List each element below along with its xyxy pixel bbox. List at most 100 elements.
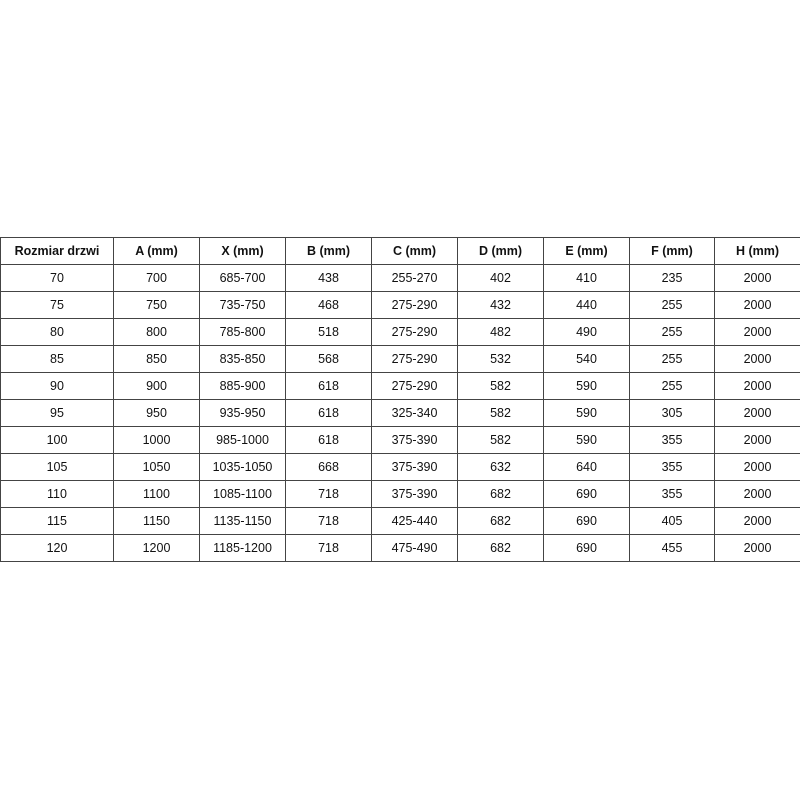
table-row: 105 1050 1035-1050 668 375-390 632 640 355 2000: [0, 453, 800, 481]
table-cell: 582: [457, 372, 544, 400]
table-cell: 70: [0, 264, 114, 292]
column-header: F (mm): [629, 237, 715, 265]
table-cell: 590: [543, 426, 630, 454]
column-header: D (mm): [457, 237, 544, 265]
table-cell: 275-290: [371, 372, 458, 400]
table-cell: 85: [0, 345, 114, 373]
table-cell: 632: [457, 453, 544, 481]
table-cell: 355: [629, 480, 715, 508]
table-cell: 1000: [113, 426, 200, 454]
table-cell: 618: [285, 372, 372, 400]
table-cell: 475-490: [371, 534, 458, 562]
table-cell: 355: [629, 426, 715, 454]
table-cell: 1185-1200: [199, 534, 286, 562]
column-header: A (mm): [113, 237, 200, 265]
table-row: 110 1100 1085-1100 718 375-390 682 690 355 2000: [0, 480, 800, 508]
table-cell: 468: [285, 291, 372, 319]
table-cell: 75: [0, 291, 114, 319]
column-header: H (mm): [714, 237, 800, 265]
table-cell: 80: [0, 318, 114, 346]
table-cell: 532: [457, 345, 544, 373]
table-cell: 1035-1050: [199, 453, 286, 481]
table-cell: 275-290: [371, 318, 458, 346]
table-row: 100 1000 985-1000 618 375-390 582 590 355 2000: [0, 426, 800, 454]
table-cell: 490: [543, 318, 630, 346]
column-header: X (mm): [199, 237, 286, 265]
table-cell: 90: [0, 372, 114, 400]
table-cell: 375-390: [371, 480, 458, 508]
table-cell: 255: [629, 291, 715, 319]
table-cell: 255: [629, 345, 715, 373]
table-cell: 482: [457, 318, 544, 346]
table-cell: 110: [0, 480, 114, 508]
table-cell: 95: [0, 399, 114, 427]
table-cell: 1085-1100: [199, 480, 286, 508]
table-row: 80 800 785-800 518 275-290 482 490 255 2000: [0, 318, 800, 346]
table-cell: 432: [457, 291, 544, 319]
table-cell: 355: [629, 453, 715, 481]
table-cell: 120: [0, 534, 114, 562]
table-cell: 690: [543, 534, 630, 562]
table-cell: 785-800: [199, 318, 286, 346]
table-cell: 935-950: [199, 399, 286, 427]
table-cell: 425-440: [371, 507, 458, 535]
table-cell: 618: [285, 426, 372, 454]
table-cell: 115: [0, 507, 114, 535]
table-body: 70 700 685-700 438 255-270 402 410 235 2000 75 750…: [0, 264, 800, 562]
table-cell: 590: [543, 372, 630, 400]
table-cell: 1150: [113, 507, 200, 535]
table-row: 95 950 935-950 618 325-340 582 590 305 2000: [0, 399, 800, 427]
table-cell: 690: [543, 507, 630, 535]
table-cell: 2000: [714, 318, 800, 346]
table-cell: 1050: [113, 453, 200, 481]
table-cell: 440: [543, 291, 630, 319]
table-cell: 275-290: [371, 345, 458, 373]
table-cell: 438: [285, 264, 372, 292]
table-cell: 682: [457, 534, 544, 562]
column-header: C (mm): [371, 237, 458, 265]
column-header: E (mm): [543, 237, 630, 265]
table-cell: 718: [285, 534, 372, 562]
table-cell: 255: [629, 318, 715, 346]
table-cell: 1135-1150: [199, 507, 286, 535]
table-cell: 582: [457, 399, 544, 427]
table-cell: 255-270: [371, 264, 458, 292]
table-cell: 2000: [714, 534, 800, 562]
table-cell: 2000: [714, 345, 800, 373]
table-cell: 518: [285, 318, 372, 346]
table-cell: 410: [543, 264, 630, 292]
table-cell: 750: [113, 291, 200, 319]
table-header: Rozmiar drzwi A (mm) X (mm) B (mm) C (mm) D (…: [0, 237, 800, 265]
table-row: 90 900 885-900 618 275-290 582 590 255 2000: [0, 372, 800, 400]
table-cell: 718: [285, 480, 372, 508]
table-cell: 668: [285, 453, 372, 481]
table-cell: 618: [285, 399, 372, 427]
column-header: Rozmiar drzwi: [0, 237, 114, 265]
table-cell: 590: [543, 399, 630, 427]
table-cell: 568: [285, 345, 372, 373]
table-cell: 255: [629, 372, 715, 400]
table-cell: 2000: [714, 399, 800, 427]
table-row: 120 1200 1185-1200 718 475-490 682 690 455 2000: [0, 534, 800, 562]
table-cell: 685-700: [199, 264, 286, 292]
table-row: 75 750 735-750 468 275-290 432 440 255 2000: [0, 291, 800, 319]
table-cell: 540: [543, 345, 630, 373]
table-cell: 1100: [113, 480, 200, 508]
table-cell: 640: [543, 453, 630, 481]
table-row: 70 700 685-700 438 255-270 402 410 235 2000: [0, 264, 800, 292]
table-cell: 2000: [714, 507, 800, 535]
table-cell: 105: [0, 453, 114, 481]
table-cell: 275-290: [371, 291, 458, 319]
table-cell: 835-850: [199, 345, 286, 373]
table-cell: 800: [113, 318, 200, 346]
table-cell: 305: [629, 399, 715, 427]
table-cell: 2000: [714, 453, 800, 481]
table-cell: 402: [457, 264, 544, 292]
table-cell: 2000: [714, 264, 800, 292]
table-cell: 682: [457, 480, 544, 508]
table-cell: 950: [113, 399, 200, 427]
table-cell: 900: [113, 372, 200, 400]
table-cell: 375-390: [371, 453, 458, 481]
table-cell: 885-900: [199, 372, 286, 400]
table-cell: 2000: [714, 372, 800, 400]
